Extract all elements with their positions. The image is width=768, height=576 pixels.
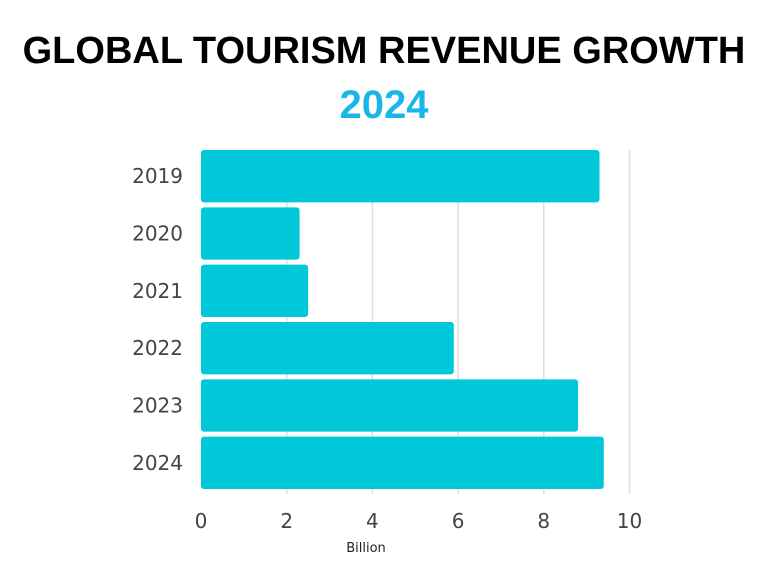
bar-2019 — [201, 150, 600, 203]
bar-2022 — [201, 322, 454, 375]
bar-2020 — [201, 207, 300, 260]
bar-2021 — [201, 264, 309, 317]
y-tick-label: 2020 — [132, 222, 183, 246]
x-tick-label: 2 — [280, 509, 293, 533]
x-tick-label: 10 — [617, 509, 642, 533]
chart-title: GLOBAL TOURISM REVENUE GROWTH — [22, 30, 746, 72]
y-tick-label: 2019 — [132, 164, 183, 188]
y-tick-label: 2021 — [132, 279, 183, 303]
x-tick-label: 4 — [366, 509, 379, 533]
chart-subtitle: 2024 — [339, 83, 429, 127]
y-tick-label: 2024 — [132, 451, 183, 475]
y-tick-label: 2022 — [132, 336, 183, 360]
bar-2024 — [201, 436, 604, 489]
bar-2023 — [201, 379, 579, 432]
x-tick-label: 8 — [537, 509, 550, 533]
x-tick-label: 0 — [195, 509, 208, 533]
y-tick-label: 2023 — [132, 394, 183, 418]
x-tick-label: 6 — [452, 509, 465, 533]
x-axis-label: Billion — [346, 541, 386, 556]
